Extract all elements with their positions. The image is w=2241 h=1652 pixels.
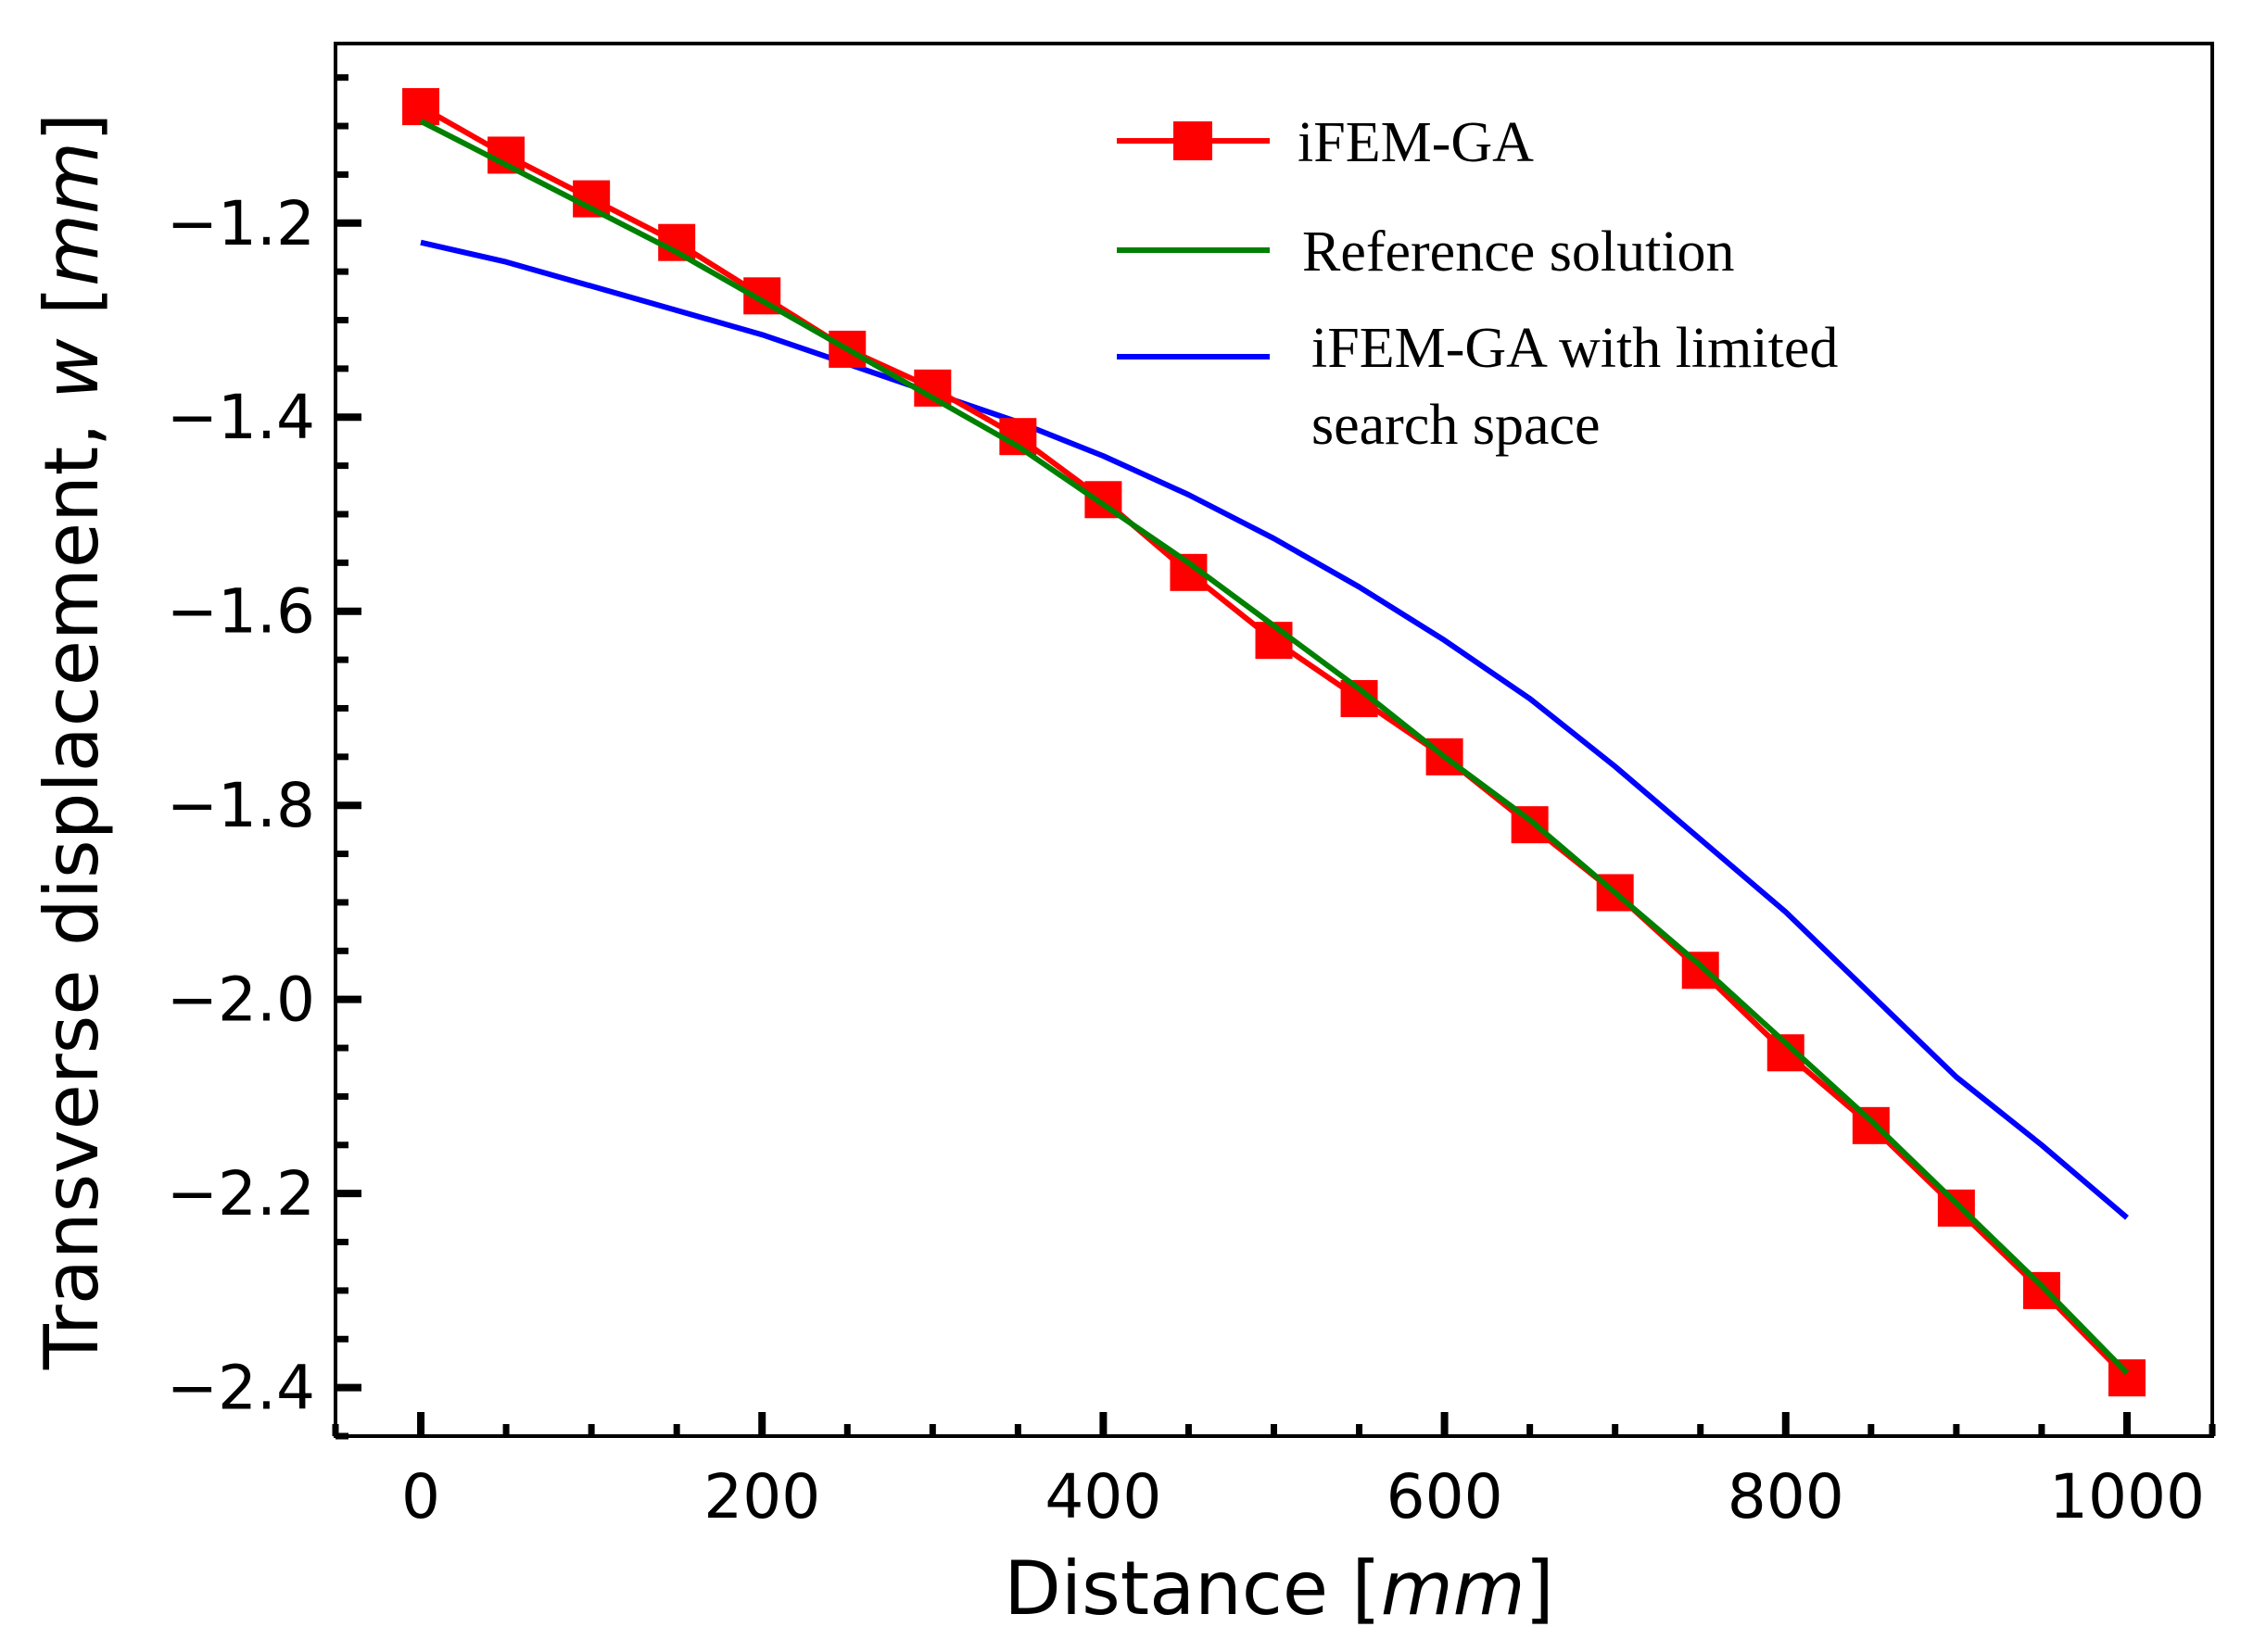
legend-label-reference: Reference solution <box>1302 221 1735 284</box>
x-axis-title-unit: mm <box>1381 1545 1526 1632</box>
y-tick-label: −1.4 <box>167 382 315 453</box>
series-point-ifem-ga <box>2022 1271 2060 1309</box>
x-tick-labels: 0 200 400 600 800 1000 <box>401 1461 2205 1532</box>
legend-label-limited: iFEM-GA with limited search space <box>1311 317 1838 457</box>
x-tick-label: 200 <box>703 1461 820 1532</box>
y-axis-title-var: w <box>29 338 115 399</box>
plot-frame <box>334 42 2214 1438</box>
x-tick-label: 0 <box>401 1461 440 1532</box>
legend: iFEM-GA Reference solution iFEM-GA with … <box>1117 111 1838 457</box>
series-point-ifem-ga <box>2108 1359 2146 1397</box>
series-point-ifem-ga <box>1937 1189 1975 1227</box>
legend-label-ifem-ga: iFEM-GA <box>1298 111 1534 174</box>
legend-label-limited-line1: iFEM-GA with limited <box>1311 317 1838 380</box>
major-ticks <box>336 219 2131 1436</box>
x-tick-label: 800 <box>1728 1461 1844 1532</box>
x-axis-title-close: ] <box>1526 1545 1554 1632</box>
x-tick-label: 400 <box>1045 1461 1161 1532</box>
y-tick-label: −1.2 <box>167 188 315 259</box>
y-axis-title: Transverse displacement, w [mm] <box>29 113 115 1370</box>
y-tick-label: −2.4 <box>167 1353 315 1424</box>
series-line-limited-search-space <box>420 239 2129 1220</box>
y-axis-title-main: Transverse displacement, <box>29 399 115 1370</box>
y-tick-label: −2.0 <box>167 965 315 1036</box>
legend-label-limited-line2: search space <box>1311 394 1601 457</box>
x-axis-title-main: Distance [ <box>1004 1545 1380 1632</box>
series-point-ifem-ga <box>402 88 440 126</box>
x-axis-title: Distance [mm] <box>1004 1545 1554 1632</box>
y-axis-title-unit: mm <box>29 142 115 286</box>
series-line-reference-solution <box>419 119 2130 1375</box>
x-tick-label: 1000 <box>2049 1461 2205 1532</box>
y-tick-label: −1.8 <box>167 770 315 841</box>
x-tick-label: 600 <box>1386 1461 1503 1532</box>
y-tick-label: −2.2 <box>167 1158 315 1230</box>
y-axis-title-open: [ <box>29 286 115 339</box>
legend-marker-ifem-ga <box>1173 121 1212 160</box>
y-tick-labels: −1.2 −1.4 −1.6 −1.8 −2.0 −2.2 −2.4 <box>167 188 315 1424</box>
y-axis-title-close: ] <box>29 113 115 142</box>
series-layer <box>402 88 2146 1397</box>
y-tick-label: −1.6 <box>167 576 315 648</box>
